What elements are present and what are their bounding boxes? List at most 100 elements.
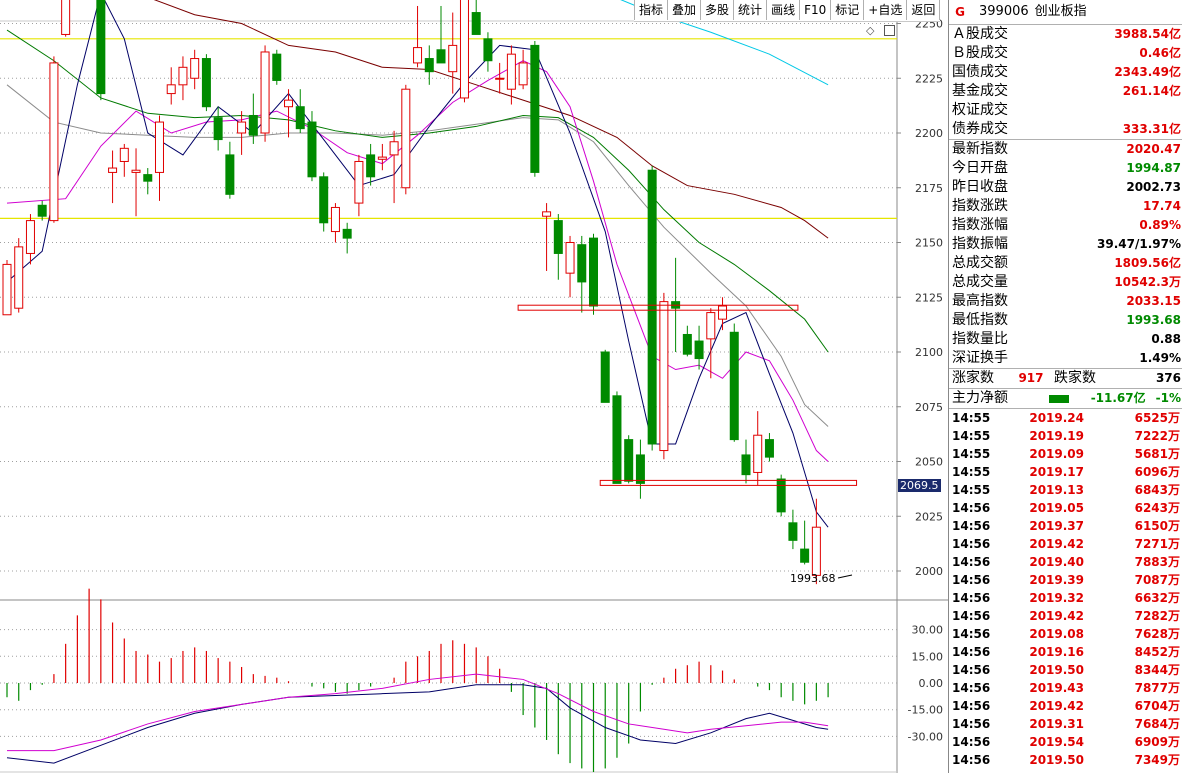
sub-tick-label: 15.00 — [912, 650, 944, 663]
candle-up — [178, 66, 188, 86]
candle-down — [800, 548, 810, 563]
ma120-line — [620, 0, 829, 86]
candle-down — [272, 53, 282, 81]
candle-up — [542, 211, 552, 217]
candle-down — [577, 244, 587, 283]
turnover-value: 0.46亿 — [1139, 46, 1181, 60]
tick-time: 14:56 — [952, 717, 991, 731]
tick-volume: 7883万 — [1134, 555, 1180, 569]
turnover-label: 债券成交 — [952, 121, 1008, 137]
tick-time: 14:56 — [952, 735, 991, 749]
candle-up — [49, 62, 59, 222]
diamond-icon[interactable]: ◇ — [866, 24, 875, 37]
y-tick-label: 2000 — [915, 565, 943, 578]
tick-volume: 6096万 — [1134, 465, 1180, 479]
index-stat-label: 最新指数 — [952, 141, 1008, 157]
toolbar-mark-button[interactable]: 标记 — [830, 0, 863, 20]
tick-price: 2019.24 — [1029, 411, 1084, 425]
index-stat-row: 昨日收盘 2002.73 — [949, 178, 1182, 197]
index-stat-row: 最高指数 2033.15 — [949, 292, 1182, 311]
candle-down — [682, 333, 692, 355]
turnover-value: 261.14亿 — [1122, 84, 1181, 98]
candle-up — [565, 242, 575, 274]
candle-down — [37, 204, 47, 217]
toolbar-add-watchlist-button[interactable]: +自选 — [863, 0, 906, 20]
index-stat-value: 0.88 — [1151, 332, 1181, 346]
tick-price: 2019.16 — [1029, 645, 1084, 659]
tick-volume: 7628万 — [1134, 627, 1180, 641]
index-stat-value: 1993.68 — [1126, 313, 1181, 327]
dea-line — [7, 673, 829, 752]
candle-down — [201, 58, 211, 108]
index-code: 399006 — [979, 4, 1029, 19]
index-stat-label: 深证换手 — [952, 350, 1008, 366]
kline-chart-area[interactable]: 2450242524002375235023252300227522502225… — [0, 0, 948, 773]
index-stat-row: 总成交量 10542.3万 — [949, 273, 1182, 292]
candle-up — [190, 58, 200, 79]
tick-price: 2019.13 — [1029, 483, 1084, 497]
index-stats-section: 最新指数 2020.47 今日开盘 1994.87 昨日收盘 2002.73 指数涨跌 17.… — [949, 140, 1182, 368]
candle-down — [764, 439, 774, 458]
candle-up — [330, 206, 340, 233]
tick-row: 14:56 2019.16 8452万 — [949, 643, 1182, 661]
candle-down — [225, 154, 235, 195]
index-stat-label: 总成交量 — [952, 274, 1008, 290]
turnover-label: 权证成交 — [952, 102, 1008, 118]
toolbar-multi-stock-button[interactable]: 多股 — [700, 0, 733, 20]
turnover-row: Ｂ股成交 0.46亿 — [949, 44, 1182, 63]
current-price-tag: 2069.5 — [898, 479, 941, 492]
tick-time: 14:56 — [952, 519, 991, 533]
toolbar-f10-button[interactable]: F10 — [799, 0, 830, 20]
candle-up — [753, 434, 763, 473]
index-stat-label: 指数振幅 — [952, 236, 1008, 252]
tick-volume: 6909万 — [1134, 735, 1180, 749]
candle-up — [377, 156, 387, 160]
tick-time: 14:56 — [952, 591, 991, 605]
tick-volume: 6525万 — [1134, 411, 1180, 425]
candle-down — [96, 0, 106, 95]
candle-down — [342, 228, 352, 239]
candle-up — [284, 99, 294, 108]
toolbar-overlay-button[interactable]: 叠加 — [667, 0, 700, 20]
candle-up — [506, 53, 516, 90]
tick-volume: 6704万 — [1134, 699, 1180, 713]
candle-up — [518, 62, 528, 86]
main-flow-bar — [1048, 394, 1069, 403]
panel-toggle-icon[interactable] — [884, 25, 895, 36]
tick-time: 14:55 — [952, 429, 991, 443]
tick-volume: 7271万 — [1134, 537, 1180, 551]
candle-down — [776, 478, 786, 513]
candle-down — [436, 49, 446, 64]
toolbar-indicator-button[interactable]: 指标 — [634, 0, 667, 20]
tick-list[interactable]: 14:55 2019.24 6525万 14:55 2019.19 7222万 14:55 2… — [949, 409, 1182, 769]
index-stat-value: 2020.47 — [1126, 142, 1181, 156]
price-range-box — [517, 304, 799, 311]
candle-up — [119, 147, 129, 162]
tick-row: 14:56 2019.37 6150万 — [949, 517, 1182, 535]
dif-line — [6, 684, 829, 764]
toolbar-back-button[interactable]: 返回 — [906, 0, 941, 20]
candle-down — [635, 454, 645, 484]
turnover-value: 333.31亿 — [1122, 122, 1181, 136]
candle-up — [389, 141, 399, 156]
candle-down — [248, 114, 258, 136]
index-stat-row: 指数量比 0.88 — [949, 330, 1182, 349]
ma30-line — [6, 84, 829, 427]
candle-down — [612, 395, 622, 484]
tick-time: 14:56 — [952, 627, 991, 641]
candle-down — [553, 220, 563, 254]
main-flow-pct: -1% — [1155, 391, 1181, 405]
tick-row: 14:56 2019.39 7087万 — [949, 571, 1182, 589]
tick-volume: 5681万 — [1134, 447, 1180, 461]
tick-time: 14:55 — [952, 447, 991, 461]
toolbar-statistics-button[interactable]: 统计 — [733, 0, 766, 20]
candle-up — [459, 0, 469, 99]
tick-price: 2019.19 — [1029, 429, 1084, 443]
candle-down — [483, 38, 493, 62]
tick-time: 14:56 — [952, 537, 991, 551]
candle-down — [600, 351, 610, 403]
candle-up — [25, 220, 35, 254]
toolbar-draw-line-button[interactable]: 画线 — [766, 0, 799, 20]
kline-chart-svg[interactable]: 2450242524002375235023252300227522502225… — [0, 0, 948, 773]
tick-row: 14:55 2019.17 6096万 — [949, 463, 1182, 481]
